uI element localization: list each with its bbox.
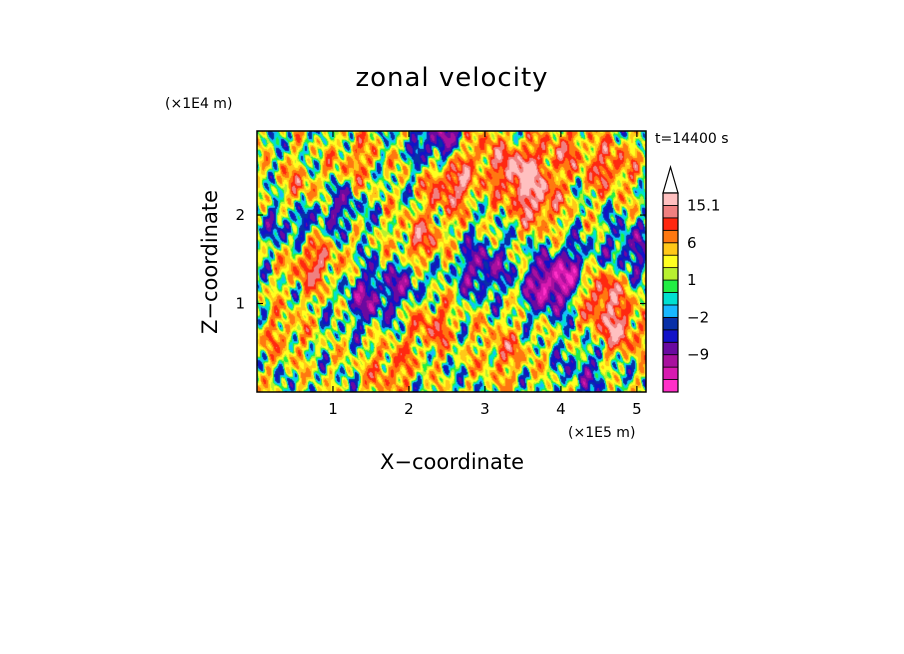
y-unit-label: (×1E4 m) [165,96,232,112]
plot-frame [256,130,647,393]
colorbar-segment-1 [662,366,679,380]
colorbar-segment-11 [662,242,679,256]
x-axis-title: X−coordinate [380,450,524,474]
chart-title: zonal velocity [355,63,548,93]
y-axis: 12 [235,206,646,313]
heatmap-plot [256,130,647,393]
colorbar-frame [662,192,679,393]
x-tick-label-2: 3 [480,400,490,418]
y-tick-label-0: 1 [235,295,245,313]
colorbar-label-2: 1 [687,271,697,289]
colorbar-segment-0 [662,379,679,393]
heatmap-field [257,131,646,392]
time-label: t=14400 s [655,131,729,147]
colorbar-segment-10 [662,254,679,269]
colorbar-segment-3 [662,341,679,356]
colorbar-segment-13 [662,217,679,231]
colorbar-label-1: 6 [687,234,697,252]
x-tick-label-1: 2 [404,400,414,418]
colorbar-segment-4 [662,329,679,343]
x-tick-label-0: 1 [328,400,338,418]
colorbar-label-3: −2 [687,308,709,326]
x-unit-label: (×1E5 m) [568,425,635,441]
y-axis-title: Z−coordinate [198,190,222,334]
colorbar-extend-arrow [662,164,679,194]
colorbar-segment-7 [662,292,679,306]
colorbar-label-4: −9 [687,346,709,364]
colorbar-segment-12 [662,229,679,244]
colorbar-segment-8 [662,279,679,293]
x-axis: 1 2 3 4 5 [328,131,642,418]
colorbar-segment-6 [662,304,679,318]
colorbar-label-0: 15.1 [687,196,720,214]
colorbar: 15.1 6 1 −2 −9 [662,164,720,393]
x-tick-label-4: 5 [632,400,642,418]
x-tick-label-3: 4 [556,400,566,418]
colorbar-segment-5 [662,316,679,331]
y-tick-label-1: 2 [235,206,245,224]
colorbar-segment-2 [662,354,679,368]
colorbar-segment-15 [662,192,679,206]
colorbar-segment-14 [662,205,679,219]
colorbar-segment-9 [662,267,679,281]
